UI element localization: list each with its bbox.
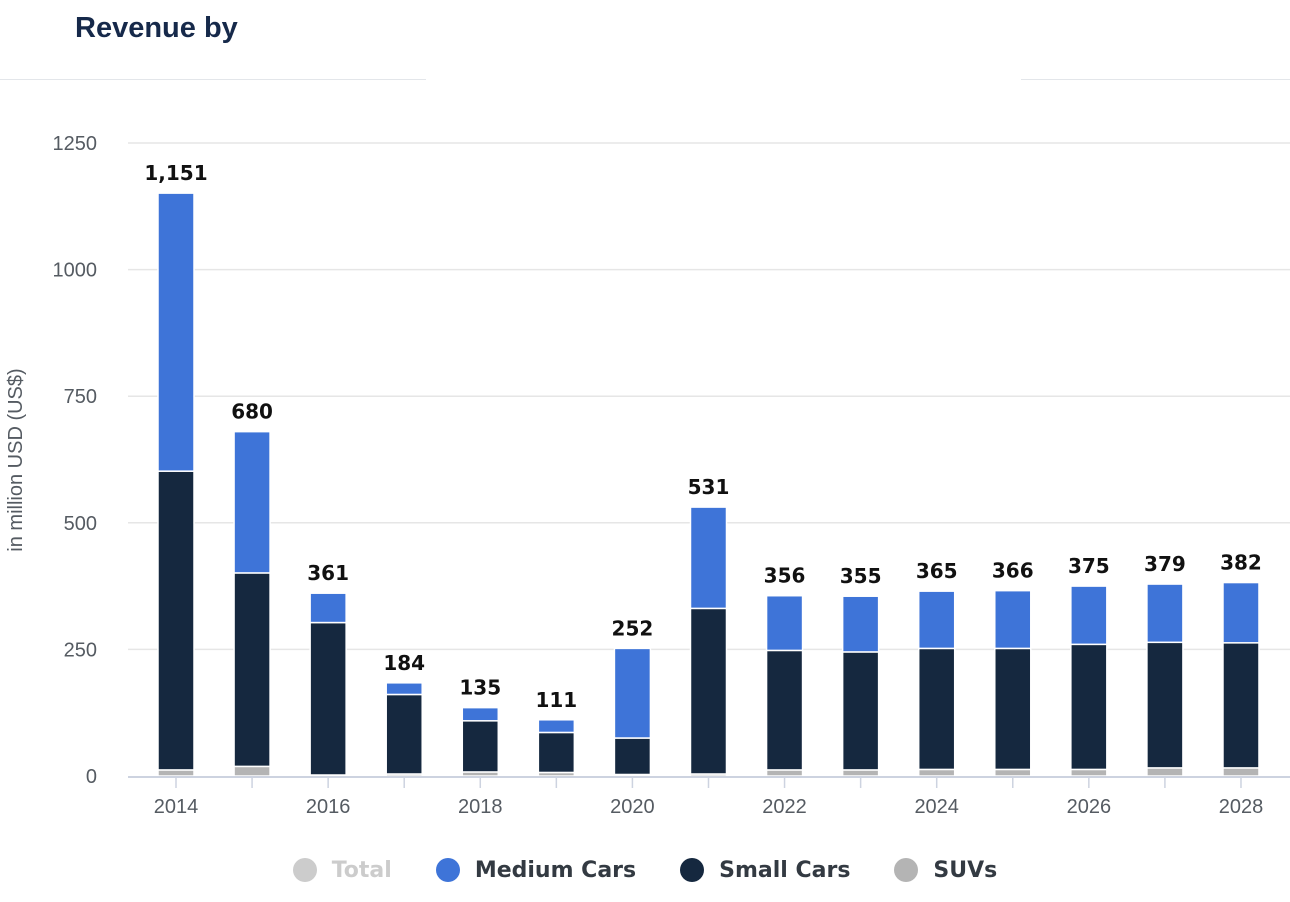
bar-suvs-2014[interactable] [157, 769, 195, 777]
x-tick-label: 2028 [1219, 796, 1264, 818]
y-tick-label: 1000 [53, 260, 98, 282]
total-label-2019: 111 [535, 688, 577, 712]
bar-medium-cars-2026[interactable] [1070, 585, 1108, 646]
legend-label: Total [331, 857, 392, 883]
legend-label: Medium Cars [474, 857, 637, 883]
total-label-2028: 382 [1220, 551, 1262, 575]
x-tick-label: 2026 [1067, 796, 1112, 818]
bar-medium-cars-2021[interactable] [689, 506, 728, 610]
x-axis: 2014 2016 2018 2020 2022 2024 2026 2028 [128, 776, 1290, 818]
legend-dot-icon [435, 858, 460, 882]
y-tick-label: 0 [86, 766, 97, 788]
total-labels: 1,151 680 361 184 135 111 252 531 356 355 365 366 37… [144, 161, 1261, 712]
x-tick-label: 2018 [458, 796, 503, 818]
legend-dot-icon [894, 858, 919, 882]
bar-small-cars-2023[interactable] [841, 651, 880, 771]
bar-medium-cars-2022[interactable] [765, 594, 804, 652]
bar-suvs-2027[interactable] [1146, 767, 1184, 777]
y-tick-label: 750 [64, 386, 97, 408]
legend-dot-icon [292, 858, 317, 882]
total-label-2022: 356 [764, 564, 806, 588]
bar-small-cars-2022[interactable] [765, 649, 804, 771]
bar-medium-cars-2014[interactable] [157, 192, 195, 472]
bar-small-cars-2028[interactable] [1222, 642, 1260, 769]
bar-small-cars-2019[interactable] [537, 731, 576, 774]
bar-small-cars-2021[interactable] [689, 607, 728, 775]
legend-label: Small Cars [719, 857, 851, 883]
legend-label: SUVs [933, 857, 998, 883]
bar-medium-cars-2020[interactable] [613, 647, 652, 739]
total-label-2017: 184 [383, 651, 425, 675]
bars [157, 192, 1260, 777]
bar-medium-cars-2028[interactable] [1222, 581, 1260, 644]
bar-small-cars-2026[interactable] [1070, 643, 1108, 771]
bar-small-cars-2015[interactable] [233, 572, 271, 768]
bar-medium-cars-2019[interactable] [537, 719, 576, 734]
total-label-2020: 252 [612, 616, 654, 640]
revenue-chart: 0 250 500 750 1000 1250 1,151 680 361 184 135 111 2… [5, 133, 1290, 818]
chart-legend: Total Medium Cars Small Cars SUVs [0, 850, 1290, 890]
total-label-2027: 379 [1144, 552, 1186, 576]
total-label-2025: 366 [992, 559, 1034, 583]
legend-item-medium-cars[interactable]: Medium Cars [435, 857, 637, 883]
x-tick-label: 2022 [762, 796, 807, 818]
bar-medium-cars-2023[interactable] [841, 595, 880, 653]
bar-medium-cars-2016[interactable] [309, 592, 347, 624]
x-tick-label: 2014 [154, 796, 199, 818]
bar-suvs-2028[interactable] [1222, 767, 1260, 777]
chart-title: Revenue by [75, 12, 238, 44]
bar-small-cars-2025[interactable] [994, 647, 1032, 771]
bar-suvs-2025[interactable] [994, 768, 1032, 777]
y-axis-title: in million USD (US$) [5, 368, 27, 551]
bar-suvs-2026[interactable] [1070, 768, 1108, 777]
bar-suvs-2015[interactable] [233, 765, 271, 777]
bar-small-cars-2020[interactable] [613, 737, 652, 776]
y-tick-label: 250 [64, 639, 97, 661]
total-label-2026: 375 [1068, 554, 1110, 578]
bar-medium-cars-2017[interactable] [385, 682, 423, 696]
bar-small-cars-2027[interactable] [1146, 641, 1184, 769]
bar-medium-cars-2025[interactable] [994, 589, 1032, 650]
bar-medium-cars-2018[interactable] [461, 706, 500, 722]
bar-suvs-2022[interactable] [765, 769, 804, 777]
legend-item-small-cars[interactable]: Small Cars [680, 858, 850, 883]
legend-dot-icon [680, 858, 705, 882]
bar-suvs-2023[interactable] [841, 769, 880, 777]
total-label-2016: 361 [307, 561, 349, 585]
bar-small-cars-2017[interactable] [385, 693, 423, 775]
bar-suvs-2024[interactable] [917, 768, 956, 777]
y-tick-label: 500 [64, 513, 97, 535]
total-label-2023: 355 [840, 564, 882, 588]
bar-small-cars-2016[interactable] [309, 621, 347, 776]
bar-medium-cars-2024[interactable] [917, 590, 956, 650]
total-label-2014: 1,151 [144, 161, 207, 185]
bar-medium-cars-2015[interactable] [233, 430, 271, 574]
x-tick-label: 2024 [914, 796, 959, 818]
bar-small-cars-2024[interactable] [917, 647, 956, 771]
title-divider-left [0, 79, 426, 80]
x-tick-label: 2020 [610, 796, 655, 818]
total-label-2024: 365 [916, 559, 958, 583]
title-divider-right [1021, 79, 1290, 80]
total-label-2021: 531 [688, 475, 730, 499]
bar-small-cars-2018[interactable] [461, 720, 500, 773]
x-tick-label: 2016 [306, 796, 351, 818]
total-label-2015: 680 [231, 400, 273, 424]
bar-medium-cars-2027[interactable] [1146, 583, 1184, 644]
y-axis-ticks: 0 250 500 750 1000 1250 [53, 133, 98, 788]
total-label-2018: 135 [459, 676, 501, 700]
bar-small-cars-2014[interactable] [157, 470, 195, 771]
legend-item-suvs[interactable]: SUVs [894, 858, 997, 883]
legend-item-total[interactable]: Total [292, 857, 392, 883]
y-tick-label: 1250 [53, 133, 98, 155]
